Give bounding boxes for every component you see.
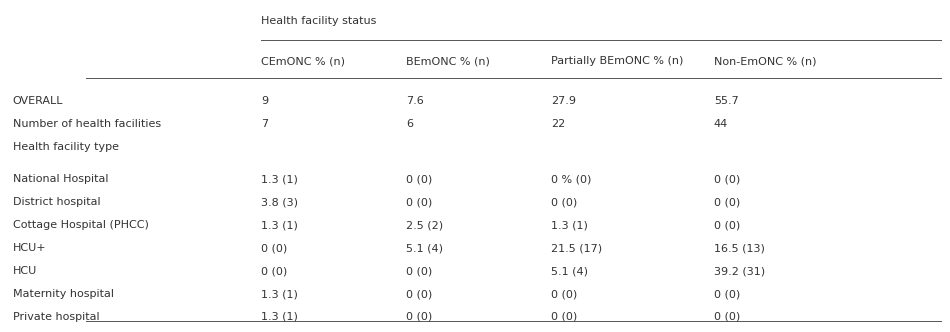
Text: 0 % (0): 0 % (0): [551, 174, 592, 184]
Text: Private hospital: Private hospital: [12, 312, 100, 322]
Text: 0 (0): 0 (0): [714, 312, 740, 322]
Text: 27.9: 27.9: [551, 96, 577, 106]
Text: Health facility type: Health facility type: [12, 142, 119, 152]
Text: 9: 9: [260, 96, 268, 106]
Text: BEmONC % (n): BEmONC % (n): [407, 56, 490, 66]
Text: Non-EmONC % (n): Non-EmONC % (n): [714, 56, 816, 66]
Text: 6: 6: [407, 119, 413, 129]
Text: 5.1 (4): 5.1 (4): [551, 266, 588, 276]
Text: 39.2 (31): 39.2 (31): [714, 266, 765, 276]
Text: District hospital: District hospital: [12, 197, 101, 207]
Text: 1.3 (1): 1.3 (1): [260, 174, 297, 184]
Text: OVERALL: OVERALL: [12, 96, 64, 106]
Text: 0 (0): 0 (0): [407, 174, 432, 184]
Text: 0 (0): 0 (0): [407, 266, 432, 276]
Text: National Hospital: National Hospital: [12, 174, 108, 184]
Text: 1.3 (1): 1.3 (1): [260, 289, 297, 299]
Text: 0 (0): 0 (0): [714, 220, 740, 230]
Text: 7.6: 7.6: [407, 96, 424, 106]
Text: 0 (0): 0 (0): [407, 312, 432, 322]
Text: 0 (0): 0 (0): [260, 243, 287, 253]
Text: 0 (0): 0 (0): [551, 197, 578, 207]
Text: 0 (0): 0 (0): [551, 289, 578, 299]
Text: 0 (0): 0 (0): [714, 197, 740, 207]
Text: 0 (0): 0 (0): [260, 266, 287, 276]
Text: 1.3 (1): 1.3 (1): [260, 312, 297, 322]
Text: 21.5 (17): 21.5 (17): [551, 243, 602, 253]
Text: Partially BEmONC % (n): Partially BEmONC % (n): [551, 56, 684, 66]
Text: 0 (0): 0 (0): [407, 289, 432, 299]
Text: 22: 22: [551, 119, 566, 129]
Text: 55.7: 55.7: [714, 96, 739, 106]
Text: 7: 7: [260, 119, 268, 129]
Text: Cottage Hospital (PHCC): Cottage Hospital (PHCC): [12, 220, 149, 230]
Text: HCU+: HCU+: [12, 243, 47, 253]
Text: 16.5 (13): 16.5 (13): [714, 243, 765, 253]
Text: 44: 44: [714, 119, 728, 129]
Text: 0 (0): 0 (0): [714, 174, 740, 184]
Text: 1.3 (1): 1.3 (1): [551, 220, 588, 230]
Text: 2.5 (2): 2.5 (2): [407, 220, 444, 230]
Text: 1.3 (1): 1.3 (1): [260, 220, 297, 230]
Text: Maternity hospital: Maternity hospital: [12, 289, 114, 299]
Text: Number of health facilities: Number of health facilities: [12, 119, 161, 129]
Text: 0 (0): 0 (0): [714, 289, 740, 299]
Text: 0 (0): 0 (0): [407, 197, 432, 207]
Text: 3.8 (3): 3.8 (3): [260, 197, 297, 207]
Text: HCU: HCU: [12, 266, 37, 276]
Text: 0 (0): 0 (0): [551, 312, 578, 322]
Text: Health facility status: Health facility status: [260, 16, 376, 26]
Text: 5.1 (4): 5.1 (4): [407, 243, 443, 253]
Text: CEmONC % (n): CEmONC % (n): [260, 56, 345, 66]
